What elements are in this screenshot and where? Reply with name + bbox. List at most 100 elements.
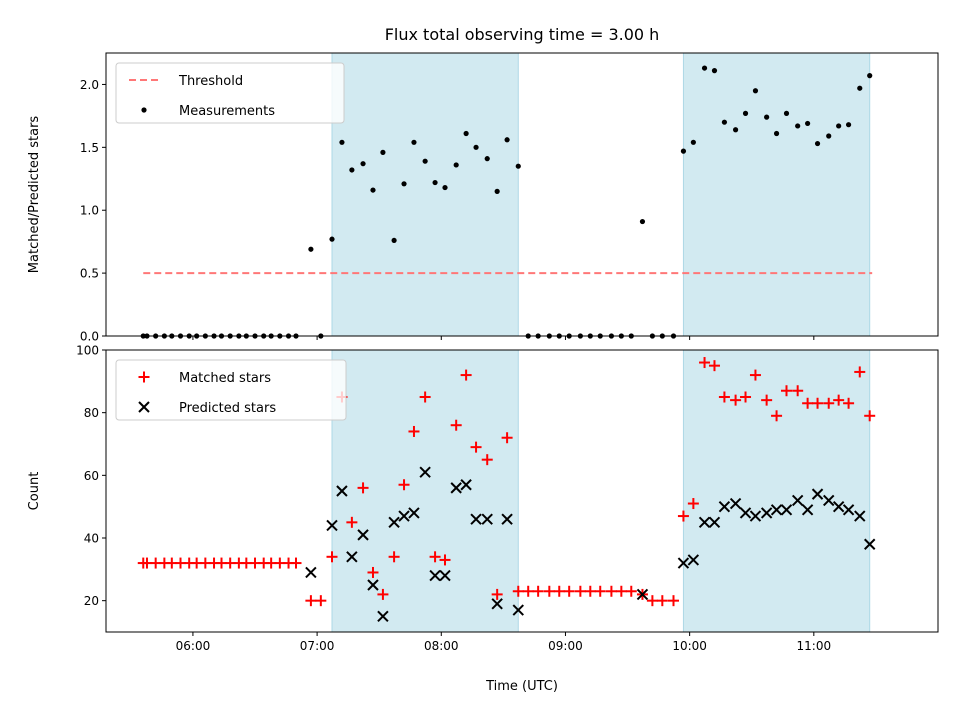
- matched-stars-point: [326, 551, 338, 563]
- measurements-point: [484, 156, 490, 162]
- count-data: [137, 357, 876, 623]
- predicted-stars-point: [698, 516, 711, 529]
- measurements-point: [805, 120, 811, 127]
- matched-stars-point: [708, 360, 720, 372]
- predicted-stars-point: [470, 513, 482, 525]
- predicted-stars-point: [305, 566, 317, 579]
- predicted-stars-point: [388, 516, 400, 529]
- predicted-stars-point: [439, 569, 451, 582]
- predicted-stars-point: [842, 504, 855, 516]
- matched-stars-point: [491, 588, 503, 600]
- predicted-stars-point: [718, 500, 731, 513]
- predicted-stars-point: [491, 598, 503, 610]
- measurements-point: [494, 188, 500, 194]
- measurements-point: [752, 88, 759, 94]
- predicted-stars-point: [429, 569, 441, 582]
- matched-stars-point: [761, 394, 773, 406]
- count-panel: 06:00 07:00 08:00 09:00 10:00 11:00 20 40 60 80 10…: [27, 344, 939, 654]
- x-tick-label: 10:00: [672, 639, 707, 653]
- predicted-stars-point: [770, 504, 783, 516]
- y-tick-label: 80: [84, 406, 99, 420]
- predicted-stars-point: [739, 507, 752, 519]
- predicted-stars-point: [636, 588, 649, 601]
- matched-stars-point: [470, 441, 482, 453]
- matched-stars-point: [388, 551, 400, 563]
- ratio-y-axis-label: Matched/Predicted stars: [27, 116, 42, 274]
- measurements-point: [380, 149, 386, 155]
- predicted-stars-point: [687, 554, 700, 566]
- measurements-point: [701, 65, 708, 71]
- count-legend: Matched stars Predicted stars: [115, 359, 347, 421]
- x-axis-label: Time (UTC): [485, 679, 558, 694]
- x-tick-label: 07:00: [300, 639, 335, 653]
- measurements-point: [764, 114, 770, 120]
- matched-stars-point: [594, 585, 606, 597]
- matched-stars-point: [522, 585, 534, 597]
- measurements-point: [783, 110, 790, 116]
- predicted-stars-point: [729, 497, 742, 510]
- matched-stars-point: [584, 585, 596, 597]
- count-axes: 06:00 07:00 08:00 09:00 10:00 11:00 20 40 60 80 10…: [76, 344, 831, 654]
- legend-box: [115, 62, 345, 124]
- matched-stars-point: [543, 585, 555, 597]
- predicted-stars-point: [811, 488, 824, 500]
- matched-stars-point: [687, 498, 699, 510]
- legend-box: [115, 359, 347, 421]
- matched-stars-point: [843, 397, 855, 409]
- predicted-stars-point: [677, 557, 690, 569]
- x-tick-label: 08:00: [424, 639, 459, 653]
- predicted-stars-point: [760, 507, 773, 519]
- predicted-stars-point: [780, 504, 793, 516]
- measurements-point: [391, 237, 397, 244]
- predicted-stars-point: [854, 510, 866, 522]
- measurements-point: [867, 73, 873, 79]
- y-tick-label: 40: [84, 532, 99, 546]
- measurements-point: [845, 122, 852, 128]
- measurements-point: [680, 148, 687, 154]
- predicted-stars-point: [823, 494, 835, 507]
- matched-stars-point: [450, 419, 462, 431]
- legend-label-threshold: Threshold: [178, 74, 243, 89]
- ratio-legend: Threshold Measurements: [115, 62, 345, 124]
- predicted-stars-point: [708, 516, 721, 529]
- matched-stars-point: [305, 595, 317, 607]
- predicted-stars-point: [832, 500, 845, 513]
- matched-stars-point: [501, 432, 513, 444]
- matched-stars-point: [315, 595, 327, 607]
- measurements-point: [773, 130, 780, 137]
- ratio-axes-frame: [105, 52, 939, 337]
- measurements-point: [422, 158, 428, 164]
- matched-stars-point: [367, 566, 379, 578]
- predicted-stars-point: [501, 513, 513, 525]
- matched-stars-point: [730, 394, 742, 406]
- predicted-stars-point: [863, 538, 876, 550]
- matched-stars-point: [699, 357, 711, 369]
- predicted-stars-point: [512, 604, 524, 616]
- y-tick-label: 0.0: [80, 330, 99, 344]
- observing-windows: [331, 52, 871, 337]
- x-tick-label: 06:00: [176, 639, 211, 653]
- matched-stars-point: [646, 595, 658, 607]
- matched-stars-point: [481, 454, 493, 466]
- ratio-panel: 0.00.51.01.52.0 Matched/Predicted stars …: [27, 52, 939, 344]
- measurements-point: [795, 123, 801, 129]
- observing-window-band: [682, 349, 871, 633]
- x-tick-label: 09:00: [548, 639, 583, 653]
- predicted-stars-point: [357, 529, 369, 541]
- matched-stars-point: [429, 551, 441, 563]
- y-tick-label: 2.0: [80, 78, 99, 92]
- measurements-point: [308, 246, 314, 252]
- predicted-stars-point: [481, 513, 493, 525]
- measurements-point: [442, 184, 448, 191]
- measurements-point: [742, 110, 749, 116]
- matched-stars-point: [740, 391, 752, 403]
- matched-stars-point: [771, 410, 783, 422]
- predicted-stars-point: [336, 485, 348, 497]
- matched-stars-point: [398, 479, 410, 491]
- matched-stars-point: [656, 595, 668, 607]
- measurements-point: [349, 167, 355, 173]
- matched-stars-point: [677, 510, 689, 522]
- legend-label-predicted-stars: Predicted stars: [179, 401, 276, 416]
- matched-stars-point: [781, 385, 793, 397]
